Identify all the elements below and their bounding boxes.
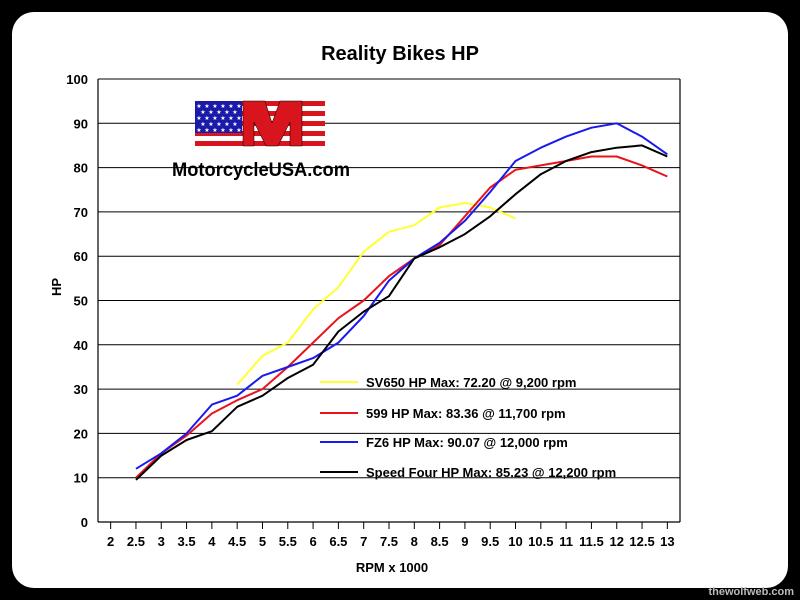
watermark: thewolfweb.com bbox=[708, 586, 794, 598]
legend: SV650 HP Max: 72.20 @ 9,200 rpm 599 HP Ma… bbox=[320, 375, 616, 480]
x-tick-label: 11.5 bbox=[579, 534, 604, 549]
star-icon: ★ bbox=[236, 127, 241, 134]
star-icon: ★ bbox=[196, 103, 201, 110]
star-icon: ★ bbox=[196, 127, 201, 134]
y-tick-label: 10 bbox=[74, 471, 88, 486]
star-icon: ★ bbox=[216, 109, 221, 116]
star-icon: ★ bbox=[212, 103, 217, 110]
series-line-2 bbox=[135, 155, 668, 479]
y-tick-label: 30 bbox=[74, 382, 88, 397]
star-icon: ★ bbox=[236, 103, 241, 110]
x-tick-label: 7 bbox=[360, 534, 367, 549]
x-tick-label: 7.5 bbox=[380, 534, 398, 549]
x-tick-label: 4 bbox=[208, 534, 216, 549]
star-icon: ★ bbox=[212, 115, 217, 122]
star-icon: ★ bbox=[220, 127, 225, 134]
star-icon: ★ bbox=[212, 127, 217, 134]
y-tick-label: 100 bbox=[66, 72, 88, 87]
y-tick-label: 20 bbox=[74, 426, 88, 441]
x-tick-label: 2 bbox=[107, 534, 114, 549]
x-tick-label: 4.5 bbox=[228, 534, 246, 549]
x-tick-label: 3 bbox=[158, 534, 165, 549]
series-line-4 bbox=[135, 144, 668, 481]
x-axis-label: RPM x 1000 bbox=[356, 560, 428, 575]
star-icon: ★ bbox=[232, 121, 237, 128]
star-icon: ★ bbox=[220, 115, 225, 122]
star-icon: ★ bbox=[204, 115, 209, 122]
logo-brand-text: MotorcycleUSA.com bbox=[172, 160, 350, 181]
legend-label-1: SV650 HP Max: 72.20 @ 9,200 rpm bbox=[366, 375, 576, 390]
series-line-3 bbox=[135, 122, 668, 470]
star-icon: ★ bbox=[224, 109, 229, 116]
star-icon: ★ bbox=[228, 127, 233, 134]
y-axis-label: HP bbox=[49, 278, 64, 296]
logo-m-letter bbox=[242, 100, 303, 147]
chart-title: Reality Bikes HP bbox=[321, 43, 479, 65]
star-icon: ★ bbox=[204, 103, 209, 110]
x-tick-label: 6 bbox=[309, 534, 316, 549]
star-icon: ★ bbox=[224, 121, 229, 128]
x-tick-label: 8.5 bbox=[431, 534, 449, 549]
x-tick-label: 9.5 bbox=[481, 534, 499, 549]
x-tick-label: 5 bbox=[259, 534, 266, 549]
motorcycleusa-logo: ★ ★ ★ ★ ★ ★★ ★ ★ ★ ★★ ★ ★ ★ ★ ★★ ★ ★ ★ ★★ ★ ★ ★ ★ ★ MotorcycleU… bbox=[172, 100, 350, 181]
star-icon: ★ bbox=[208, 121, 213, 128]
star-icon: ★ bbox=[200, 109, 205, 116]
x-tick-label: 9 bbox=[461, 534, 468, 549]
star-icon: ★ bbox=[196, 115, 201, 122]
y-tick-label: 40 bbox=[74, 338, 88, 353]
x-tick-label: 12 bbox=[610, 534, 624, 549]
y-tick-label: 90 bbox=[74, 116, 88, 131]
y-tick-label: 70 bbox=[74, 205, 88, 220]
x-tick-label: 10 bbox=[508, 534, 522, 549]
x-tick-label: 6.5 bbox=[329, 534, 347, 549]
x-tick-label: 12.5 bbox=[629, 534, 654, 549]
star-icon: ★ bbox=[220, 103, 225, 110]
star-icon: ★ bbox=[208, 109, 213, 116]
legend-label-3: FZ6 HP Max: 90.07 @ 12,000 rpm bbox=[366, 435, 568, 450]
y-tick-label: 0 bbox=[81, 515, 88, 530]
flag-stars: ★ ★ ★ ★ ★ ★★ ★ ★ ★ ★★ ★ ★ ★ ★ ★★ ★ ★ ★ ★★ ★ ★ ★ ★ ★ bbox=[196, 103, 241, 134]
series-lines bbox=[135, 122, 668, 481]
star-icon: ★ bbox=[232, 109, 237, 116]
star-icon: ★ bbox=[200, 121, 205, 128]
axes: 0 10 20 30 40 50 60 70 80 90 100 2 2.5 3 3.5 4 4.5 5 5.5 6 6… bbox=[66, 72, 680, 549]
star-icon: ★ bbox=[236, 115, 241, 122]
legend-label-2: 599 HP Max: 83.36 @ 11,700 rpm bbox=[366, 406, 566, 421]
x-tick-label: 2.5 bbox=[127, 534, 145, 549]
x-tick-label: 11 bbox=[559, 534, 573, 549]
star-icon: ★ bbox=[228, 115, 233, 122]
star-icon: ★ bbox=[204, 127, 209, 134]
star-icon: ★ bbox=[216, 121, 221, 128]
series-line-1 bbox=[236, 202, 516, 386]
y-tick-label: 50 bbox=[74, 294, 88, 309]
x-tick-label: 13 bbox=[660, 534, 674, 549]
x-tick-label: 8 bbox=[411, 534, 418, 549]
x-tick-label: 10.5 bbox=[528, 534, 553, 549]
y-tick-label: 60 bbox=[74, 249, 88, 264]
x-tick-label: 5.5 bbox=[279, 534, 297, 549]
star-icon: ★ bbox=[228, 103, 233, 110]
x-tick-label: 3.5 bbox=[178, 534, 196, 549]
grid bbox=[97, 78, 681, 522]
legend-label-4: Speed Four HP Max: 85.23 @ 12,200 rpm bbox=[366, 465, 616, 480]
y-tick-label: 80 bbox=[74, 161, 88, 176]
